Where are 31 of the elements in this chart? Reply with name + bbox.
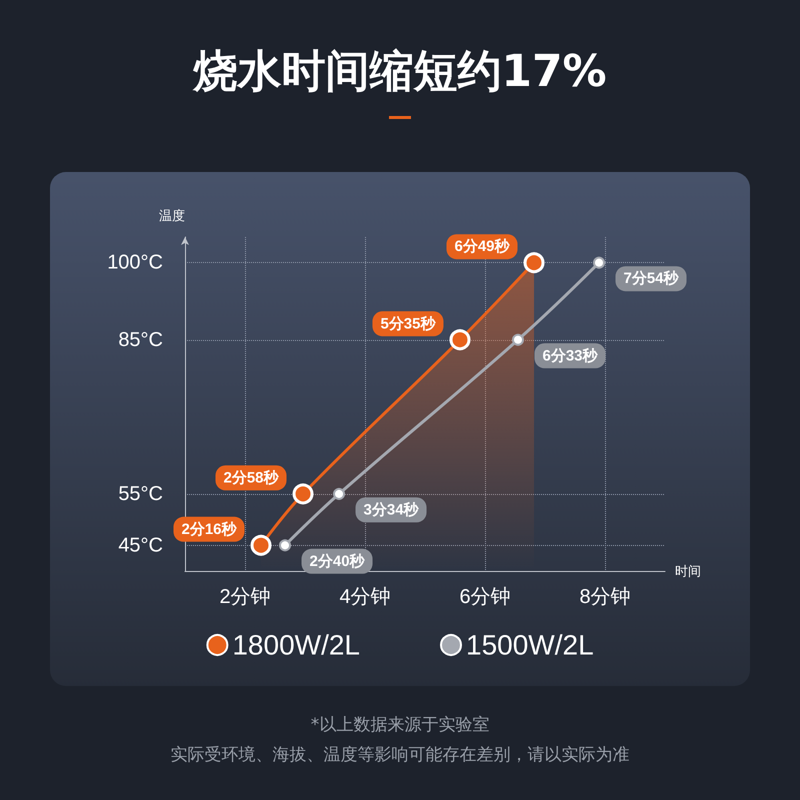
y-tick-label: 100°C <box>107 252 163 274</box>
annotation: 7分54秒 <box>624 270 680 288</box>
chart-title: 烧水时间缩短约17% <box>192 45 608 99</box>
x-tick-label: 6分钟 <box>459 586 511 608</box>
y-tick-label: 55°C <box>118 482 163 505</box>
x-tick-label: 4分钟 <box>339 586 391 608</box>
x-axis-title: 时间 <box>675 564 701 578</box>
annotation: 2分40秒 <box>310 552 366 570</box>
x-tick-label: 2分钟 <box>219 586 271 608</box>
annotation: 6分33秒 <box>542 347 599 364</box>
point <box>524 252 545 274</box>
annotation: 6分49秒 <box>454 238 511 256</box>
annotation: 3分34秒 <box>364 501 420 518</box>
annotation: 5分35秒 <box>380 315 436 332</box>
point <box>450 329 470 350</box>
y-tick-label: 85°C <box>118 328 163 351</box>
point <box>512 334 524 346</box>
point <box>333 488 346 500</box>
legend-label: 1500W/2L <box>466 630 594 660</box>
point <box>292 483 314 504</box>
y-tick-label: 45°C <box>118 534 163 556</box>
point <box>250 534 272 556</box>
legend-label: 1800W/2L <box>232 630 360 660</box>
annotation: 2分58秒 <box>223 469 280 486</box>
y-axis-title: 温度 <box>159 208 185 223</box>
point <box>279 539 292 552</box>
text: *以上数据来源于实验室 <box>310 714 490 737</box>
text: 实际受环境、海拔、温度等影响可能存在差别，请以实际为准 <box>170 744 630 767</box>
x-tick-label: 8分钟 <box>579 586 631 608</box>
annotation: 2分16秒 <box>181 520 238 538</box>
point <box>593 256 605 269</box>
